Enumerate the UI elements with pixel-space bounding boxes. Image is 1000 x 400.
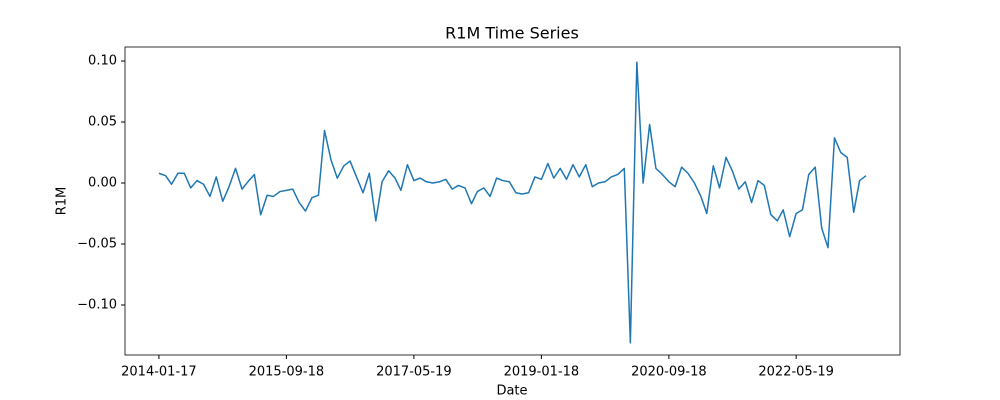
y-tick-label: 0.05 — [88, 115, 117, 130]
x-tick-label: 2020-09-18 — [631, 365, 707, 380]
chart-title: R1M Time Series — [445, 24, 579, 43]
x-tick-label: 2022-05-19 — [758, 365, 834, 380]
x-tick-label: 2014-01-17 — [121, 365, 197, 380]
x-tick-label: 2019-01-18 — [504, 365, 580, 380]
y-tick-label: 0.00 — [88, 176, 117, 191]
y-tick-label: −0.05 — [77, 236, 117, 251]
y-axis-label: R1M — [55, 187, 70, 216]
data-line — [158, 61, 867, 344]
x-tick-label: 2017-05-19 — [376, 365, 452, 380]
x-axis-label: Date — [496, 384, 527, 399]
y-tick-label: −0.10 — [77, 297, 117, 312]
plot-frame — [124, 46, 901, 356]
x-tick-label: 2015-09-18 — [249, 365, 325, 380]
y-tick-label: 0.10 — [88, 54, 117, 69]
